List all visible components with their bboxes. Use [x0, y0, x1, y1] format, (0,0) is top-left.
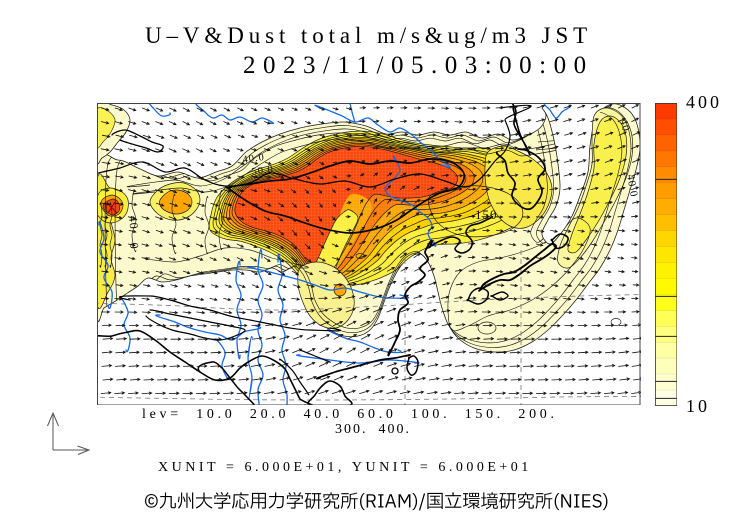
- svg-text:40: 40: [126, 215, 141, 230]
- svg-text:150: 150: [475, 207, 498, 222]
- svg-text:40.0: 40.0: [624, 173, 640, 198]
- svg-text:50.0: 50.0: [251, 164, 275, 178]
- svg-text:0: 0: [127, 242, 142, 250]
- svg-text:40: 40: [617, 118, 632, 134]
- svg-text:40.0: 40.0: [242, 152, 266, 166]
